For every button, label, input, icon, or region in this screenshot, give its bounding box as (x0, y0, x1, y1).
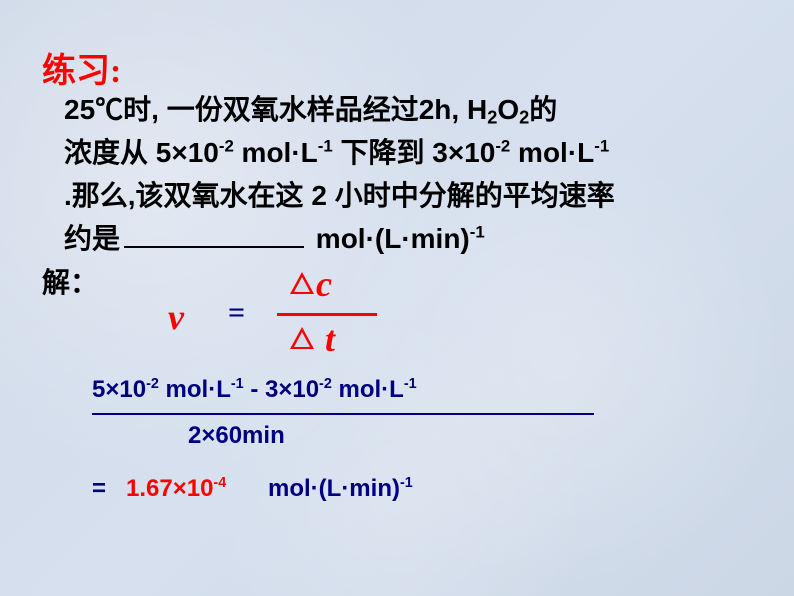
temp-value: 25 (64, 94, 95, 125)
var-c: c (316, 264, 332, 304)
unit: mol·L (332, 376, 404, 403)
val: 5×10 (92, 376, 146, 403)
formula-fraction-line (277, 313, 377, 316)
unit: mol·(L·min) (308, 223, 470, 254)
formula-v: v (168, 296, 184, 338)
exp: -4 (213, 475, 226, 491)
unit: mol·L (234, 137, 318, 168)
exp: -2 (146, 376, 159, 392)
exp: -2 (219, 137, 234, 156)
degree-symbol: ℃ (95, 94, 123, 125)
text-tail: 的 (529, 94, 557, 125)
val: 1.67×10 (126, 475, 213, 502)
answer-blank (124, 218, 304, 248)
exercise-title: 练习: (42, 43, 121, 92)
text: 时, 一份双氧水样品经过2h, H (123, 94, 487, 125)
unit: mol·L (510, 137, 594, 168)
problem-line-1: 25℃时, 一份双氧水样品经过2h, H2O2的 (64, 88, 557, 129)
text: 下降到 3×10 (333, 137, 496, 168)
calc-fraction-line (92, 413, 594, 415)
exp: -1 (400, 475, 413, 491)
exp: -1 (594, 137, 609, 156)
formula-delta-c: c (290, 263, 332, 305)
var-t: t (316, 319, 335, 359)
calc-numerator: 5×10-2 mol·L-1 - 3×10-2 mol·L-1 (92, 376, 417, 404)
formula-delta-t: t (290, 318, 335, 360)
formula-equals: = (228, 296, 245, 330)
exp: -1 (470, 223, 485, 242)
exp: -1 (404, 376, 417, 392)
minus: - 3×10 (244, 376, 319, 403)
problem-line-3: .那么,该双氧水在这 2 小时中分解的平均速率 (64, 174, 615, 214)
unit: mol·L (159, 376, 231, 403)
text-O: O (497, 94, 519, 125)
problem-line-4: 约是 mol·(L·min)-1 (64, 217, 485, 257)
unit: mol·(L·min) (268, 475, 400, 502)
text: 约是 (64, 223, 120, 254)
exp: -2 (495, 137, 510, 156)
exp: -1 (318, 137, 333, 156)
exp: -1 (231, 376, 244, 392)
triangle-icon (290, 327, 314, 349)
answer-equals: = (92, 475, 106, 503)
answer-unit: mol·(L·min)-1 (268, 475, 413, 503)
triangle-icon (290, 272, 314, 294)
calc-denominator: 2×60min (188, 422, 285, 450)
exp: -2 (319, 376, 332, 392)
problem-line-2: 浓度从 5×10-2 mol·L-1 下降到 3×10-2 mol·L-1 (64, 131, 609, 171)
solution-label: 解： (42, 261, 98, 301)
slide: 练习: 25℃时, 一份双氧水样品经过2h, H2O2的 浓度从 5×10-2 … (0, 0, 794, 596)
text: 浓度从 5×10 (64, 137, 219, 168)
subscript-2: 2 (487, 108, 497, 128)
subscript-2b: 2 (519, 108, 529, 128)
answer-value: 1.67×10-4 (126, 475, 226, 503)
